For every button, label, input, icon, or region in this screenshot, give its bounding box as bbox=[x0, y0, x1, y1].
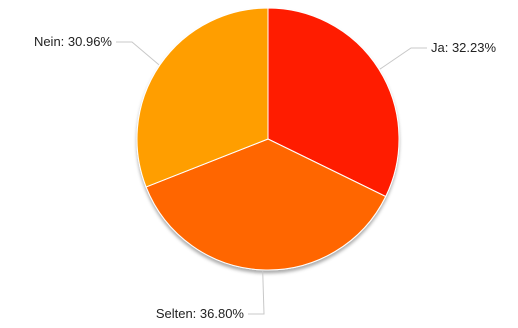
label-leader-lines bbox=[116, 41, 427, 315]
leader-line-selten bbox=[248, 270, 265, 315]
leader-line-nein bbox=[116, 41, 160, 66]
leader-line-ja bbox=[379, 47, 427, 70]
pie-slice-selten[interactable] bbox=[145, 138, 387, 271]
slice-label-nein: Nein: 30.96% bbox=[34, 34, 112, 49]
pie-slice-nein[interactable] bbox=[136, 7, 269, 188]
pie-slices bbox=[136, 7, 400, 271]
slice-labels: Ja: 32.23% Selten: 36.80% Nein: 30.96% bbox=[34, 34, 497, 321]
slice-label-selten: Selten: 36.80% bbox=[156, 306, 245, 321]
pie-slice-ja[interactable] bbox=[267, 7, 400, 198]
slice-label-ja: Ja: 32.23% bbox=[431, 40, 496, 55]
